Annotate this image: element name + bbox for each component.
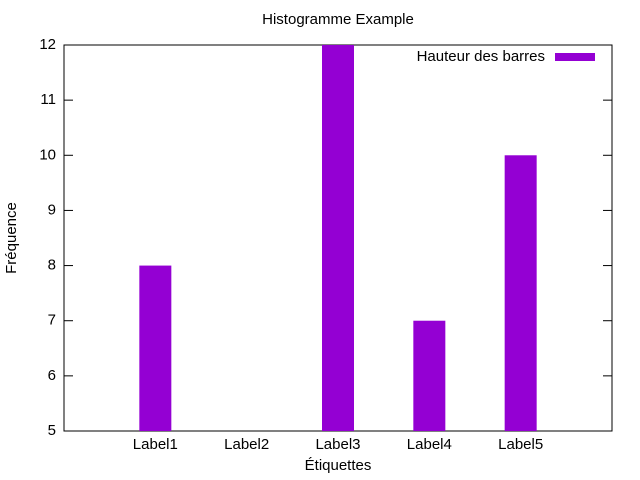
bar: [322, 45, 354, 431]
y-tick-label: 7: [48, 312, 56, 329]
x-tick-label: Label4: [407, 436, 452, 453]
x-tick-label: Label1: [133, 436, 178, 453]
x-tick-label: Label3: [315, 436, 360, 453]
bar: [504, 155, 537, 432]
y-axis-label: Fréquence: [3, 202, 20, 274]
bar: [139, 265, 172, 431]
y-tick-label: 11: [40, 91, 56, 108]
legend-label: Hauteur des barres: [417, 48, 545, 65]
x-tick-label: Label5: [498, 436, 543, 453]
y-tick-label: 10: [39, 146, 56, 163]
y-tick-label: 8: [48, 257, 56, 274]
chart-title: Histogramme Example: [262, 11, 414, 28]
y-tick-label: 5: [48, 422, 56, 439]
y-tick-label: 12: [39, 36, 56, 53]
y-tick-label: 9: [48, 201, 56, 218]
x-axis-label: Étiquettes: [305, 457, 372, 474]
y-tick-label: 6: [48, 367, 56, 384]
legend-swatch: [555, 53, 595, 61]
x-tick-label: Label2: [224, 436, 269, 453]
bar: [413, 320, 446, 431]
